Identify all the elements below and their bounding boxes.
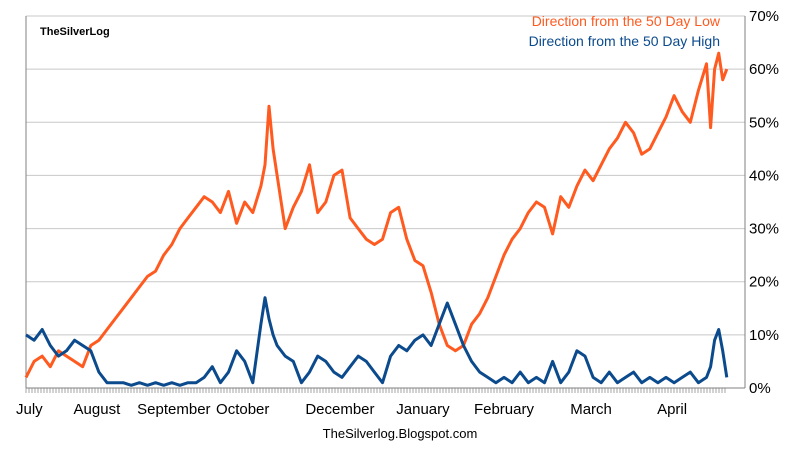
y-tick-label: 0% <box>749 380 771 397</box>
x-tick-label: March <box>570 401 612 418</box>
brand-label: TheSilverLog <box>40 26 110 38</box>
legend-entry-low: Direction from the 50 Day Low <box>532 13 721 29</box>
legend-entry-high: Direction from the 50 Day High <box>529 33 720 49</box>
series-layer <box>24 51 729 387</box>
x-tick-label: April <box>657 401 687 418</box>
y-tick-label: 70% <box>749 8 779 25</box>
x-tick-label: February <box>474 401 535 418</box>
series-line-high <box>25 296 729 387</box>
series-line-low <box>24 51 729 379</box>
x-axis-ticks <box>25 388 726 393</box>
y-tick-label: 30% <box>749 221 779 238</box>
x-tick-label: July <box>16 401 43 418</box>
y-tick-label: 40% <box>749 167 779 184</box>
x-tick-label: October <box>216 401 269 418</box>
y-tick-label: 20% <box>749 274 779 291</box>
x-tick-label: August <box>74 401 122 418</box>
y-tick-label: 10% <box>749 327 779 344</box>
y-tick-label: 50% <box>749 114 779 131</box>
x-tick-label: December <box>305 401 374 418</box>
x-tick-label: January <box>396 401 450 418</box>
y-tick-label: 60% <box>749 61 779 78</box>
x-tick-label: September <box>137 401 210 418</box>
axis-layer <box>25 16 746 393</box>
label-layer: 0% 10% 20% 30% 40% 50% 60% 70% July August Septemb… <box>16 8 779 418</box>
footer-url: TheSilverlog.Blogspot.com <box>323 426 478 441</box>
